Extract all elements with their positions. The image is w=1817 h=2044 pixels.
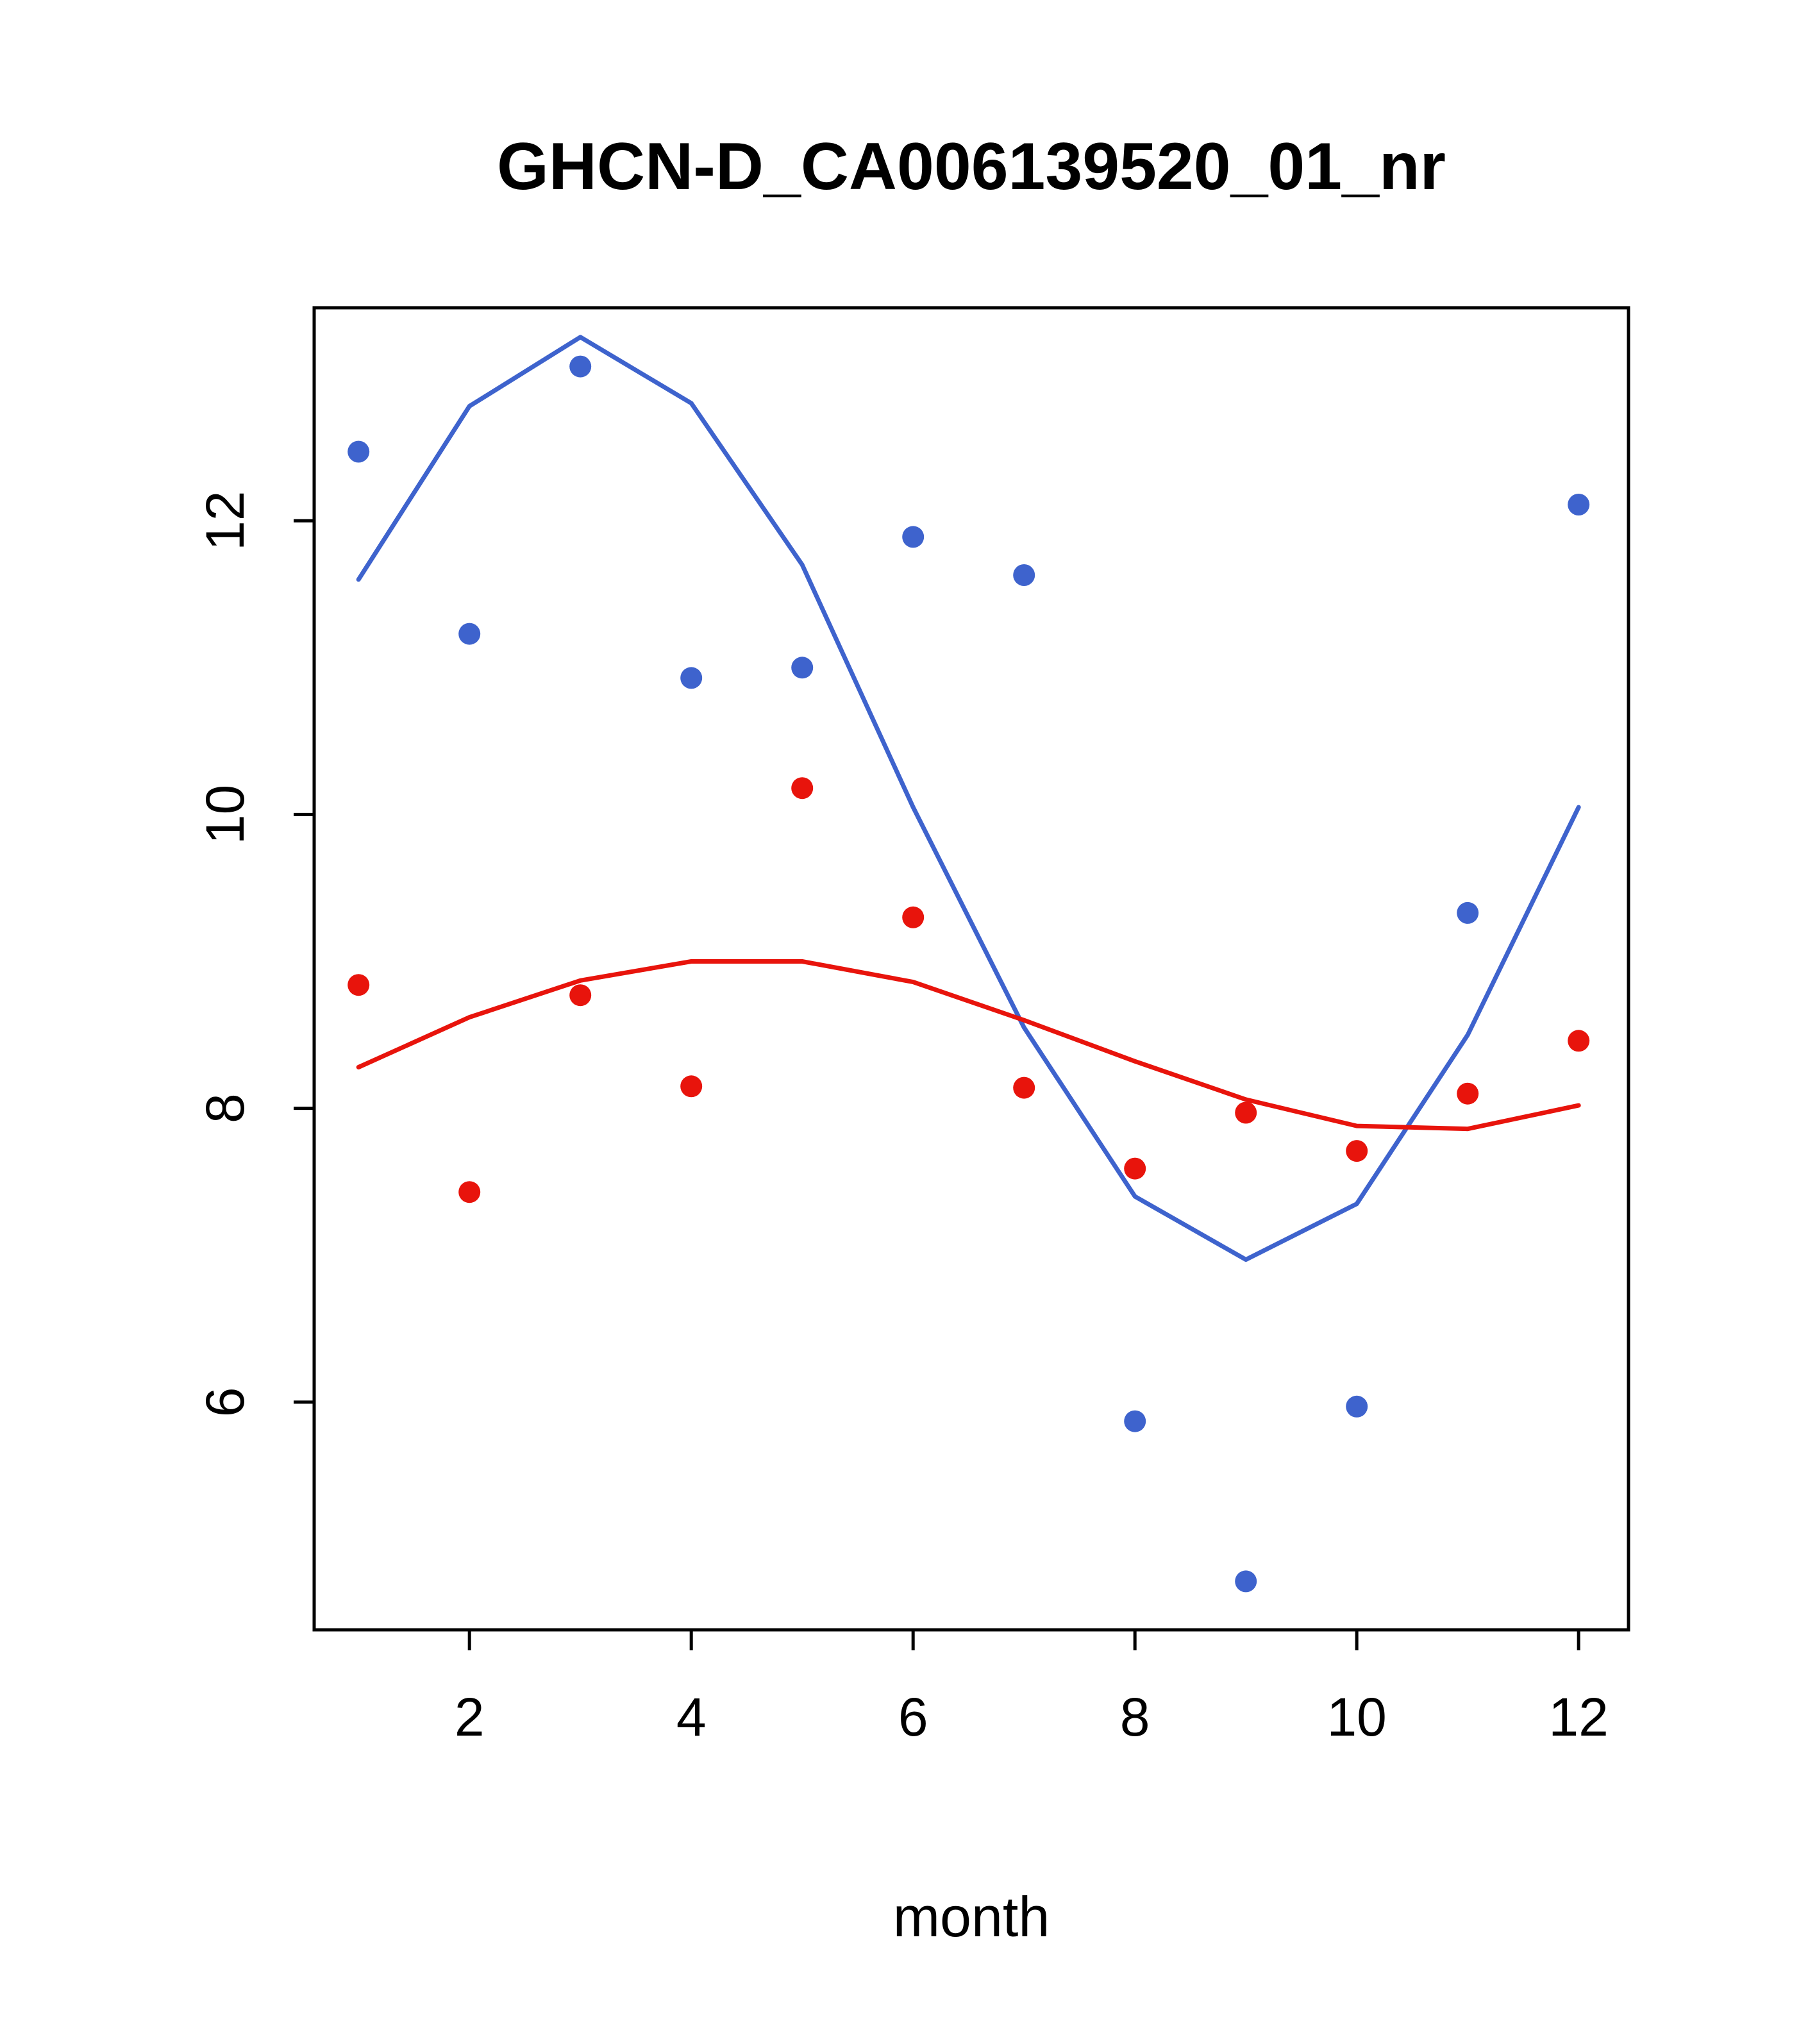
blue-smooth-line bbox=[356, 335, 1581, 1262]
y-tick-label: 6 bbox=[195, 1387, 255, 1418]
x-tick-label: 6 bbox=[898, 1687, 928, 1747]
y-tick-label: 10 bbox=[195, 785, 255, 844]
red-data-point bbox=[1457, 1082, 1479, 1105]
y-tick-label: 8 bbox=[195, 1093, 255, 1123]
blue-data-point bbox=[347, 440, 370, 463]
x-tick-label: 10 bbox=[1327, 1687, 1386, 1747]
red-data-point bbox=[902, 906, 925, 928]
axes-layer: 2 4 6 8 10 12 6 8 10 12 bbox=[195, 306, 1630, 1747]
blue-data-point bbox=[1013, 564, 1035, 586]
red-data-point bbox=[458, 1181, 481, 1203]
y-tick-label: 12 bbox=[195, 490, 255, 550]
blue-data-point bbox=[680, 667, 703, 689]
red-data-point bbox=[680, 1075, 703, 1098]
x-tick-label: 12 bbox=[1548, 1687, 1608, 1747]
x-axis-label: month bbox=[893, 1885, 1050, 1948]
plot-frame bbox=[312, 306, 1630, 1632]
blue-data-point bbox=[1346, 1395, 1368, 1418]
red-data-point bbox=[1568, 1030, 1590, 1052]
blue-data-point bbox=[569, 355, 592, 378]
x-tick-label: 2 bbox=[455, 1687, 485, 1747]
red-smooth-line bbox=[356, 959, 1581, 1132]
red-points-group bbox=[347, 777, 1590, 1203]
red-data-point bbox=[347, 974, 370, 996]
x-tick-label: 8 bbox=[1120, 1687, 1150, 1747]
red-data-point bbox=[791, 777, 814, 800]
blue-data-point bbox=[902, 526, 925, 548]
blue-data-point bbox=[1457, 901, 1479, 924]
blue-data-point bbox=[1235, 1570, 1257, 1593]
series-layer bbox=[347, 335, 1590, 1593]
blue-data-point bbox=[1568, 494, 1590, 515]
blue-points-group bbox=[347, 355, 1590, 1593]
blue-data-point bbox=[458, 623, 481, 645]
blue-data-point bbox=[1124, 1410, 1146, 1432]
red-data-point bbox=[1235, 1102, 1257, 1124]
red-data-point bbox=[569, 984, 592, 1007]
chart-title: GHCN-D_CA006139520_01_nr bbox=[497, 130, 1446, 204]
red-data-point bbox=[1124, 1157, 1146, 1180]
blue-data-point bbox=[791, 657, 814, 679]
x-tick-label: 4 bbox=[676, 1687, 707, 1747]
red-data-point bbox=[1013, 1076, 1035, 1099]
red-data-point bbox=[1346, 1140, 1368, 1162]
